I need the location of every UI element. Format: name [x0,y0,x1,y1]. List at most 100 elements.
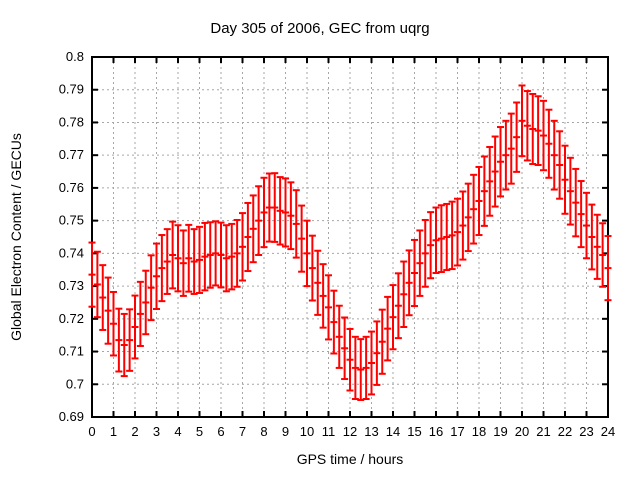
error-bar [325,274,332,341]
error-bar [308,234,316,302]
tick-label: 15 [407,424,421,439]
error-bar [454,197,461,267]
tick-label: 0.7 [66,376,84,391]
error-bar [411,238,418,308]
error-bar [131,294,139,360]
error-bar [443,202,451,272]
tick-label: 5 [196,424,203,439]
error-bar [491,135,499,208]
error-bar [470,173,478,245]
error-bar [583,191,590,260]
tick-label: 20 [515,424,529,439]
error-bar [222,224,230,293]
error-bar [319,263,327,329]
error-bar [464,182,472,253]
error-bar [566,156,574,226]
error-bar [432,206,440,274]
error-bar [120,312,128,378]
tick-label: 0.72 [59,311,84,326]
tick-label: 24 [601,424,615,439]
error-bar [153,242,160,310]
error-bar [400,260,408,328]
error-bar [169,220,177,290]
error-bar [550,119,558,191]
error-bar [217,221,225,289]
error-bar [416,229,424,297]
error-bar [196,225,203,294]
tick-label: 11 [322,424,336,439]
error-bar [357,338,365,401]
tick-label: 23 [579,424,593,439]
error-bar [201,221,209,292]
x-axis-label: GPS time / hours [296,451,404,467]
error-bar [368,330,375,396]
error-bar [239,212,246,282]
error-bar [276,176,284,246]
tick-label: 0.8 [66,49,84,64]
tick-label: 21 [536,424,550,439]
error-bar [523,90,531,162]
tick-label: 3 [153,424,160,439]
error-bar [163,228,171,295]
error-bar [249,194,257,264]
tick-label: 0.73 [59,278,84,293]
error-bar [421,218,429,288]
error-bar [502,119,510,191]
error-bar [572,167,580,238]
error-bar [233,218,241,288]
axis-ticks [91,56,609,418]
error-bar [518,84,526,158]
error-bar [486,146,494,217]
error-bar [136,280,144,347]
error-bar [384,295,392,362]
error-bar [271,172,279,243]
error-bar [427,211,435,280]
tick-label: 0.75 [59,213,84,228]
error-bar [147,254,155,322]
error-bar [206,221,214,289]
tick-label: 19 [493,424,507,439]
error-bar [394,272,402,340]
error-bar [287,181,295,251]
tick-label: 1 [110,424,117,439]
tick-label: 8 [260,424,267,439]
error-bar [255,185,263,256]
error-bar [529,92,537,166]
tick-label: 6 [217,424,224,439]
tick-label: 0.79 [59,82,84,97]
error-bar [497,126,504,198]
error-bar [561,144,569,215]
error-bar [534,95,542,166]
error-bar [303,219,311,288]
tick-label: 10 [300,424,314,439]
tick-label: 0.74 [59,245,84,260]
tick-label: 2 [131,424,138,439]
error-bar [298,204,306,273]
error-bar [599,222,607,288]
error-bar [346,327,354,392]
tick-label: 0.77 [59,147,84,162]
error-bar [577,180,585,249]
tick-label: 17 [450,424,464,439]
error-bar [314,249,322,316]
error-bar [212,220,220,287]
error-bar [179,229,187,297]
error-bar [330,289,338,355]
tick-label: 0.69 [59,409,84,424]
x-tick-labels: 0 1 2 3 4 5 6 7 8 9 10 11 12 13 14 15 16 17 18 19 20 21 22 23 24 [88,424,615,439]
error-bar [507,112,515,185]
error-bar [174,224,182,293]
error-bar [593,213,601,280]
error-bar [405,249,413,317]
error-bar [437,204,445,274]
error-bar [378,308,386,375]
error-bar [110,290,117,357]
tick-label: 4 [174,424,181,439]
error-bar [480,155,488,227]
error-bar [556,130,564,200]
tick-label: 16 [429,424,443,439]
error-bar [158,234,166,303]
tick-label: 18 [472,424,486,439]
tick-label: 9 [282,424,289,439]
